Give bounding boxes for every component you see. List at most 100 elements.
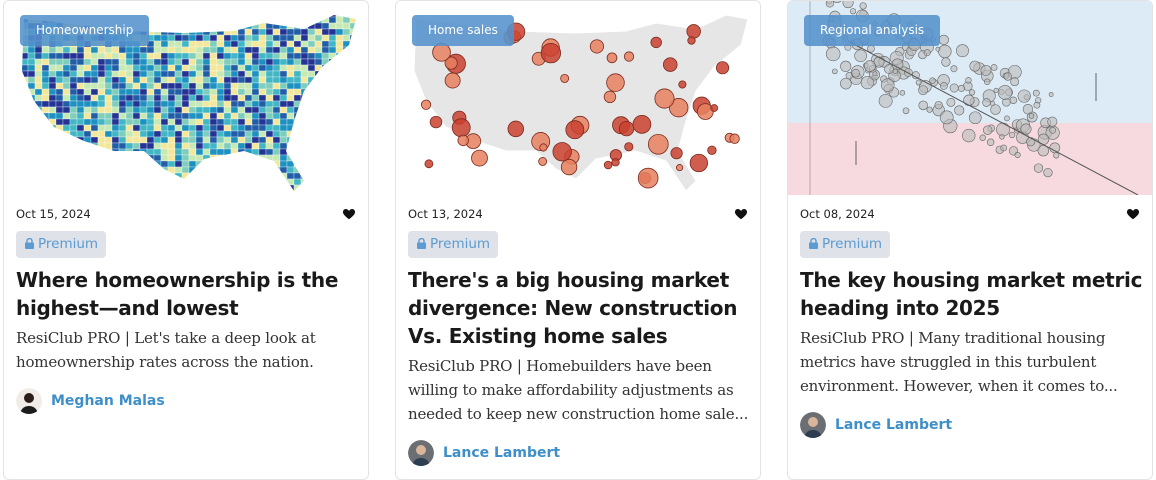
article-block: Where homeownership is the highest—and l… bbox=[16, 266, 361, 415]
county bbox=[272, 106, 281, 114]
county bbox=[48, 112, 57, 120]
county bbox=[139, 76, 148, 84]
county bbox=[258, 52, 267, 60]
article-title[interactable]: The key housing market metric heading in… bbox=[800, 268, 1143, 320]
article-card[interactable]: Regional analysis Oct 08, 2024 Premium The … bbox=[787, 0, 1153, 480]
county bbox=[209, 148, 218, 156]
county bbox=[223, 124, 232, 132]
card-image[interactable] bbox=[396, 1, 760, 195]
metro-dot bbox=[650, 36, 662, 49]
metro-dot bbox=[840, 77, 852, 90]
county bbox=[321, 46, 330, 54]
author[interactable]: Lance Lambert bbox=[800, 411, 1145, 439]
author[interactable]: Lance Lambert bbox=[408, 439, 753, 467]
premium-badge: Premium bbox=[408, 231, 499, 258]
county bbox=[153, 130, 162, 138]
author-name[interactable]: Meghan Malas bbox=[51, 393, 165, 409]
county bbox=[125, 64, 134, 72]
county bbox=[146, 82, 155, 90]
county bbox=[202, 106, 211, 114]
metro-dot bbox=[980, 64, 992, 76]
metro-dot bbox=[710, 104, 719, 112]
county bbox=[104, 64, 113, 72]
county bbox=[118, 82, 127, 90]
county bbox=[216, 76, 225, 84]
county bbox=[230, 118, 239, 126]
county bbox=[272, 70, 281, 78]
county bbox=[244, 64, 253, 72]
metro-dot bbox=[982, 125, 993, 135]
county bbox=[181, 106, 190, 114]
county bbox=[202, 58, 211, 66]
county bbox=[174, 64, 183, 72]
county bbox=[216, 100, 225, 108]
metro-dot bbox=[444, 72, 461, 89]
county bbox=[181, 64, 190, 72]
county bbox=[34, 46, 43, 54]
county bbox=[251, 28, 260, 36]
county bbox=[181, 52, 190, 60]
avatar-body bbox=[804, 430, 822, 438]
heart-icon bbox=[342, 209, 356, 220]
metro-dot bbox=[872, 71, 878, 77]
category-tag[interactable]: Homeownership bbox=[20, 15, 150, 46]
heart-icon bbox=[1126, 209, 1140, 220]
county bbox=[132, 136, 141, 144]
county bbox=[90, 106, 99, 114]
article-card[interactable]: Homeownership Oct 15, 2024 Premium Where ho… bbox=[3, 0, 369, 480]
county bbox=[97, 70, 106, 78]
metro-dot bbox=[1004, 115, 1010, 122]
metro-dot bbox=[880, 78, 895, 92]
county bbox=[41, 64, 50, 72]
county bbox=[69, 52, 78, 60]
metro-dot bbox=[965, 77, 972, 84]
author-name[interactable]: Lance Lambert bbox=[835, 417, 953, 433]
article-title[interactable]: There's a big housing market divergence:… bbox=[408, 268, 738, 348]
county bbox=[251, 88, 260, 96]
county bbox=[111, 46, 120, 54]
article-title[interactable]: Where homeownership is the highest—and l… bbox=[16, 268, 339, 320]
metro-dot bbox=[884, 64, 894, 74]
county bbox=[223, 136, 232, 144]
county bbox=[265, 34, 274, 42]
county bbox=[258, 130, 267, 138]
county bbox=[244, 124, 253, 132]
metro-dot bbox=[842, 1, 854, 9]
county bbox=[237, 58, 246, 66]
author-name[interactable]: Lance Lambert bbox=[443, 445, 561, 461]
county bbox=[279, 64, 288, 72]
category-tag[interactable]: Regional analysis bbox=[804, 15, 941, 46]
county bbox=[181, 154, 190, 162]
county bbox=[139, 118, 148, 126]
county bbox=[258, 142, 267, 150]
county bbox=[251, 76, 260, 84]
county bbox=[111, 70, 120, 78]
favorite-button[interactable] bbox=[734, 207, 748, 221]
avatar-head bbox=[416, 445, 426, 455]
county bbox=[265, 46, 274, 54]
county bbox=[202, 100, 211, 108]
county bbox=[251, 82, 260, 90]
metro-dot bbox=[1037, 145, 1049, 157]
favorite-button[interactable] bbox=[342, 207, 356, 221]
county bbox=[76, 106, 85, 114]
county bbox=[328, 34, 337, 42]
county bbox=[90, 94, 99, 102]
county bbox=[209, 94, 218, 102]
county bbox=[69, 88, 78, 96]
county bbox=[153, 76, 162, 84]
county bbox=[342, 22, 351, 30]
county bbox=[41, 58, 50, 66]
category-tag[interactable]: Home sales bbox=[412, 15, 514, 46]
article-card[interactable]: Home sales Oct 13, 2024 Premium There's a b… bbox=[395, 0, 761, 480]
county bbox=[230, 46, 239, 54]
county bbox=[97, 52, 106, 60]
author[interactable]: Meghan Malas bbox=[16, 387, 361, 415]
county bbox=[195, 58, 204, 66]
county bbox=[195, 136, 204, 144]
lock-shackle bbox=[810, 237, 817, 243]
county bbox=[293, 178, 302, 186]
favorite-button[interactable] bbox=[1126, 207, 1140, 221]
trend-line bbox=[847, 40, 1139, 195]
county bbox=[118, 106, 127, 114]
